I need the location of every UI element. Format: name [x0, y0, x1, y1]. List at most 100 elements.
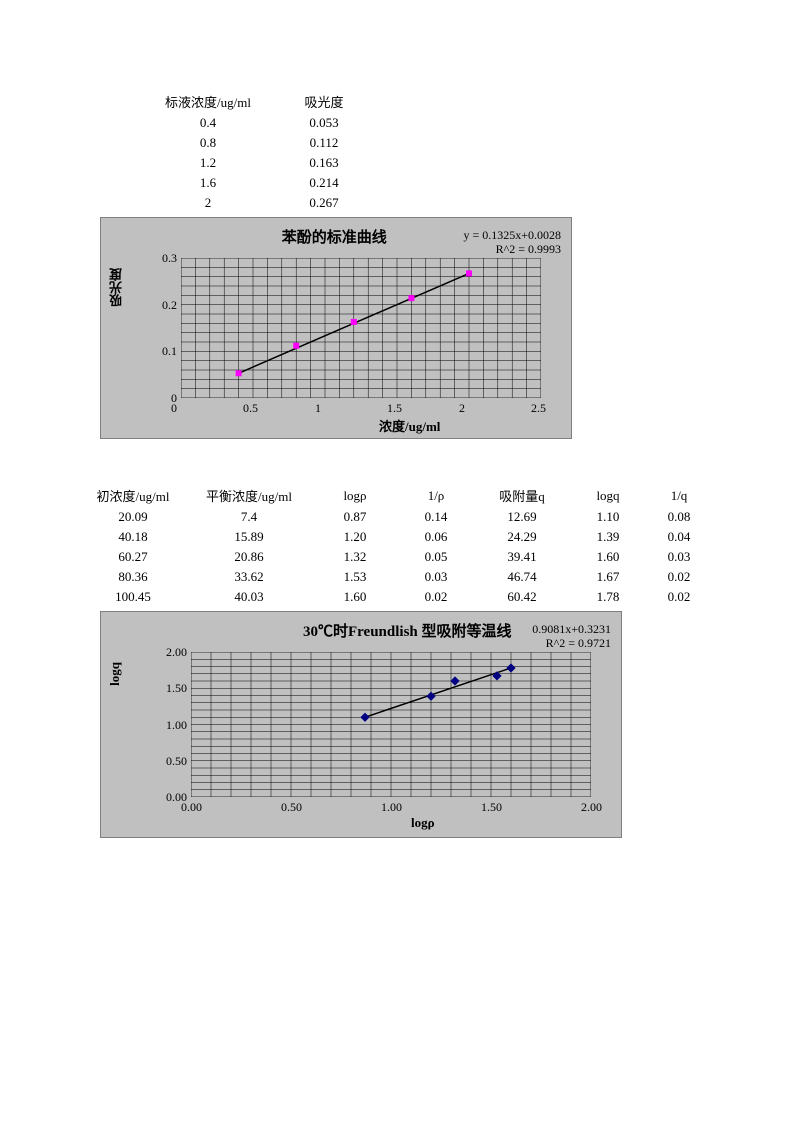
y-axis-label: 吸光度 — [107, 268, 126, 307]
cell: 46.74 — [474, 567, 570, 587]
cell: 1.53 — [312, 567, 398, 587]
data-point — [236, 370, 242, 376]
cell: 0.08 — [646, 507, 712, 527]
table-row: 20.097.40.870.1412.691.100.08 — [80, 507, 712, 527]
data-point — [293, 343, 299, 349]
cell: 0.03 — [646, 547, 712, 567]
col-header: 标液浓度/ug/ml — [140, 90, 276, 113]
page-content: 标液浓度/ug/ml吸光度 0.40.0530.80.1121.20.1631.… — [0, 0, 793, 838]
chart2-box: 30℃时Freundlish 型吸附等温线 0.9081x+0.3231R^2 =… — [100, 611, 622, 838]
chart-equation: y = 0.1325x+0.0028 — [463, 228, 561, 243]
cell: 20.86 — [186, 547, 312, 567]
y-axis-label: logq — [107, 662, 123, 686]
table-row: 80.3633.621.530.0346.741.670.02 — [80, 567, 712, 587]
cell: 1.2 — [140, 153, 276, 173]
data-point — [351, 319, 357, 325]
data-point — [466, 270, 472, 276]
cell: 2 — [140, 193, 276, 213]
x-tick: 2 — [459, 401, 465, 416]
cell: 1.67 — [570, 567, 646, 587]
cell: 0.053 — [276, 113, 372, 133]
x-axis-label: logρ — [411, 815, 435, 831]
cell: 0.112 — [276, 133, 372, 153]
chart1-box: 苯酚的标准曲线 y = 0.1325x+0.0028R^2 = 0.9993 吸光度… — [100, 217, 572, 439]
cell: 1.60 — [312, 587, 398, 607]
table-row: 0.40.053 — [140, 113, 372, 133]
cell: 0.214 — [276, 173, 372, 193]
y-tick: 0.3 — [162, 251, 177, 266]
cell: 100.45 — [80, 587, 186, 607]
cell: 7.4 — [186, 507, 312, 527]
col-header: 1/q — [646, 484, 712, 507]
x-axis-label: 浓度/ug/ml — [379, 416, 440, 435]
cell: 39.41 — [474, 547, 570, 567]
cell: 12.69 — [474, 507, 570, 527]
plot-area — [191, 652, 591, 797]
cell: 0.4 — [140, 113, 276, 133]
cell: 1.32 — [312, 547, 398, 567]
cell: 0.02 — [398, 587, 474, 607]
col-header: logρ — [312, 484, 398, 507]
col-header: 初浓度/ug/ml — [80, 484, 186, 507]
table-row: 0.80.112 — [140, 133, 372, 153]
cell: 0.05 — [398, 547, 474, 567]
cell: 60.27 — [80, 547, 186, 567]
cell: 1.6 — [140, 173, 276, 193]
cell: 40.03 — [186, 587, 312, 607]
chart-equation: 0.9081x+0.3231 — [532, 622, 611, 637]
x-tick: 1.50 — [481, 800, 502, 815]
chart-title: 苯酚的标准曲线 — [282, 226, 387, 247]
table-row: 1.60.214 — [140, 173, 372, 193]
table-row: 100.4540.031.600.0260.421.780.02 — [80, 587, 712, 607]
chart-r2: R^2 = 0.9993 — [496, 242, 561, 257]
cell: 33.62 — [186, 567, 312, 587]
y-tick: 1.00 — [166, 718, 187, 733]
chart-r2: R^2 = 0.9721 — [546, 636, 611, 651]
table2: 初浓度/ug/ml平衡浓度/ug/mllogρ1/ρ吸附量qlogq1/q 20… — [80, 484, 712, 607]
cell: 0.8 — [140, 133, 276, 153]
cell: 0.02 — [646, 567, 712, 587]
y-tick: 0 — [171, 391, 177, 406]
cell: 15.89 — [186, 527, 312, 547]
cell: 20.09 — [80, 507, 186, 527]
x-tick: 1 — [315, 401, 321, 416]
col-header: logq — [570, 484, 646, 507]
col-header: 平衡浓度/ug/ml — [186, 484, 312, 507]
cell: 24.29 — [474, 527, 570, 547]
x-tick: 2.5 — [531, 401, 546, 416]
x-tick: 0.50 — [281, 800, 302, 815]
x-tick: 1.5 — [387, 401, 402, 416]
cell: 0.06 — [398, 527, 474, 547]
cell: 0.02 — [646, 587, 712, 607]
cell: 1.78 — [570, 587, 646, 607]
cell: 0.163 — [276, 153, 372, 173]
y-tick: 0.50 — [166, 754, 187, 769]
plot-area — [181, 258, 541, 398]
cell: 1.10 — [570, 507, 646, 527]
table-row: 20.267 — [140, 193, 372, 213]
cell: 1.20 — [312, 527, 398, 547]
cell: 60.42 — [474, 587, 570, 607]
cell: 0.14 — [398, 507, 474, 527]
x-tick: 0.5 — [243, 401, 258, 416]
x-tick: 2.00 — [581, 800, 602, 815]
chart-title: 30℃时Freundlish 型吸附等温线 — [303, 620, 512, 641]
cell: 0.03 — [398, 567, 474, 587]
col-header: 吸光度 — [276, 90, 372, 113]
col-header: 吸附量q — [474, 484, 570, 507]
data-point — [408, 295, 414, 301]
cell: 0.04 — [646, 527, 712, 547]
cell: 40.18 — [80, 527, 186, 547]
y-tick: 0.2 — [162, 298, 177, 313]
x-tick: 1.00 — [381, 800, 402, 815]
table-row: 1.20.163 — [140, 153, 372, 173]
y-tick: 0.00 — [166, 790, 187, 805]
cell: 80.36 — [80, 567, 186, 587]
cell: 1.39 — [570, 527, 646, 547]
table-row: 40.1815.891.200.0624.291.390.04 — [80, 527, 712, 547]
cell: 1.60 — [570, 547, 646, 567]
y-tick: 2.00 — [166, 645, 187, 660]
col-header: 1/ρ — [398, 484, 474, 507]
cell: 0.87 — [312, 507, 398, 527]
table-row: 60.2720.861.320.0539.411.600.03 — [80, 547, 712, 567]
